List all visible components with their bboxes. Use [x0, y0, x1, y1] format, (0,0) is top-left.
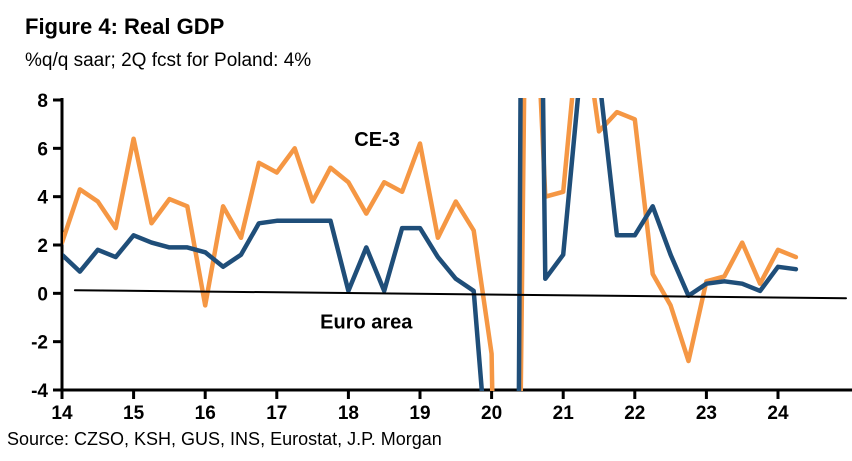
x-tick-label: 17 — [266, 403, 287, 424]
x-tick-label: 23 — [696, 403, 717, 424]
figure-subtitle: %q/q saar; 2Q fcst for Poland: 4% — [25, 50, 312, 71]
y-tick-label: 8 — [37, 91, 48, 112]
x-tick-label: 18 — [338, 403, 359, 424]
x-tick-label: 21 — [553, 403, 575, 424]
ce3-series-label: CE-3 — [354, 129, 400, 151]
x-tick-label: 24 — [767, 403, 789, 424]
y-tick-label: 0 — [37, 284, 48, 305]
x-tick-label: 19 — [409, 403, 430, 424]
euro-area-line — [63, 98, 799, 391]
x-tick-label: 22 — [624, 403, 645, 424]
x-tick-label: 16 — [195, 403, 216, 424]
source-note: Source: CZSO, KSH, GUS, INS, Eurostat, J… — [7, 429, 442, 449]
figure-title: Figure 4: Real GDP — [25, 14, 225, 39]
baseline-zero-line — [73, 289, 847, 300]
y-tick-label: 4 — [37, 188, 48, 209]
y-tick-label: -4 — [31, 381, 48, 402]
y-tick-label: 2 — [37, 236, 48, 257]
x-tick-label: 14 — [51, 403, 73, 424]
ce3-line — [63, 98, 799, 391]
y-tick-label: 6 — [37, 139, 48, 160]
y-tick-label: -2 — [31, 333, 48, 354]
euro-area-series-label: Euro area — [320, 311, 413, 333]
x-tick-label: 20 — [481, 403, 502, 424]
x-tick-label: 15 — [123, 403, 145, 424]
